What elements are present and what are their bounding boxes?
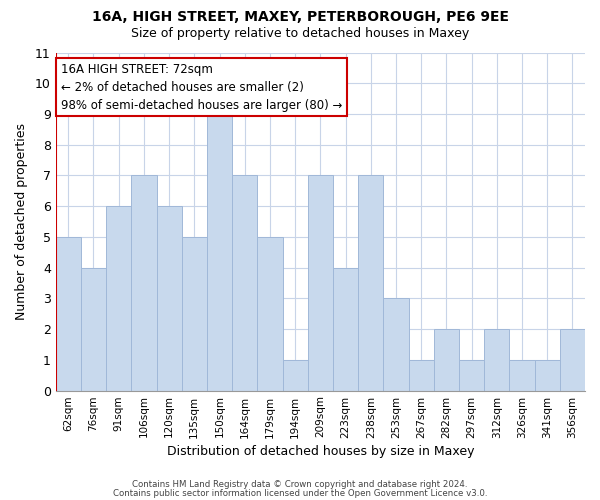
Bar: [308, 176, 333, 390]
Bar: [157, 206, 182, 390]
Bar: [409, 360, 434, 390]
Bar: [81, 268, 106, 390]
Bar: [434, 329, 459, 390]
Text: Contains HM Land Registry data © Crown copyright and database right 2024.: Contains HM Land Registry data © Crown c…: [132, 480, 468, 489]
Text: 16A, HIGH STREET, MAXEY, PETERBOROUGH, PE6 9EE: 16A, HIGH STREET, MAXEY, PETERBOROUGH, P…: [91, 10, 509, 24]
Bar: [283, 360, 308, 390]
Bar: [333, 268, 358, 390]
Text: Size of property relative to detached houses in Maxey: Size of property relative to detached ho…: [131, 28, 469, 40]
Bar: [257, 237, 283, 390]
Bar: [358, 176, 383, 390]
Bar: [182, 237, 207, 390]
Bar: [106, 206, 131, 390]
Bar: [131, 176, 157, 390]
Bar: [509, 360, 535, 390]
Bar: [459, 360, 484, 390]
Text: Contains public sector information licensed under the Open Government Licence v3: Contains public sector information licen…: [113, 488, 487, 498]
Bar: [232, 176, 257, 390]
Text: 16A HIGH STREET: 72sqm
← 2% of detached houses are smaller (2)
98% of semi-detac: 16A HIGH STREET: 72sqm ← 2% of detached …: [61, 62, 343, 112]
Bar: [207, 114, 232, 390]
Y-axis label: Number of detached properties: Number of detached properties: [15, 123, 28, 320]
Bar: [560, 329, 585, 390]
Bar: [56, 237, 81, 390]
Bar: [484, 329, 509, 390]
Bar: [383, 298, 409, 390]
Bar: [535, 360, 560, 390]
X-axis label: Distribution of detached houses by size in Maxey: Distribution of detached houses by size …: [167, 444, 474, 458]
